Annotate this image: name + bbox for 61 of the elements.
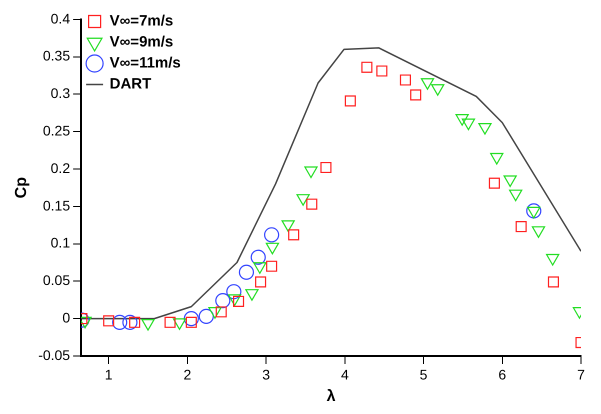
- point: [304, 166, 318, 178]
- x-tick-label: 2: [183, 366, 192, 382]
- y-tick-label: 0.25: [42, 122, 70, 138]
- point: [253, 262, 266, 274]
- point: [266, 260, 278, 272]
- point: [216, 306, 227, 318]
- point: [233, 296, 244, 307]
- y-tick-label: 0.2: [50, 160, 70, 176]
- point: [306, 198, 318, 210]
- point: [431, 84, 444, 96]
- y-tick-label: 0.35: [42, 48, 70, 64]
- x-tick-label: 6: [498, 366, 506, 382]
- point: [320, 162, 332, 174]
- point: [509, 190, 522, 202]
- y-tick-label: 0.4: [50, 10, 70, 26]
- x-tick-label: 3: [262, 366, 270, 382]
- point: [488, 178, 500, 189]
- y-tick-label: 0: [62, 309, 70, 326]
- y-tick-label: 0.1: [50, 234, 70, 251]
- point: [215, 293, 230, 308]
- point: [503, 175, 517, 188]
- x-tick-label: 4: [340, 366, 349, 382]
- point: [164, 316, 176, 328]
- legend-label: DART: [110, 76, 152, 93]
- point: [548, 276, 559, 288]
- y-tick-label: 0.3: [50, 85, 70, 102]
- point: [527, 206, 540, 218]
- point: [420, 78, 434, 90]
- point: [264, 227, 280, 242]
- point: [516, 221, 527, 232]
- point: [490, 152, 504, 165]
- y-tick-label: 0.05: [42, 272, 70, 288]
- point: [184, 311, 199, 326]
- point: [462, 118, 476, 130]
- x-axis-title: λ: [326, 388, 336, 405]
- legend-label: V∞=7m/s: [110, 12, 174, 30]
- point: [526, 203, 542, 218]
- point: [103, 315, 114, 326]
- point: [546, 254, 560, 266]
- x-tick-label: 5: [420, 366, 428, 382]
- point: [122, 314, 138, 330]
- point: [112, 314, 128, 330]
- point: [266, 242, 280, 254]
- point: [455, 114, 469, 126]
- point: [250, 250, 266, 265]
- point: [478, 123, 492, 135]
- point: [288, 229, 300, 240]
- y-axis-title: Cp: [13, 176, 30, 198]
- y-tick-label: 0.15: [42, 197, 70, 214]
- legend-label: V∞=9m/s: [110, 34, 174, 51]
- point: [532, 226, 546, 238]
- point: [296, 194, 310, 206]
- point: [281, 220, 295, 232]
- x-tick-label: 1: [104, 366, 113, 382]
- legend-label: V∞=11m/s: [110, 54, 181, 72]
- x-tick-label: 7: [577, 366, 586, 382]
- y-tick-label: -0.05: [38, 346, 70, 363]
- point: [238, 264, 254, 280]
- point: [255, 276, 266, 288]
- point: [226, 284, 242, 300]
- point: [198, 308, 214, 324]
